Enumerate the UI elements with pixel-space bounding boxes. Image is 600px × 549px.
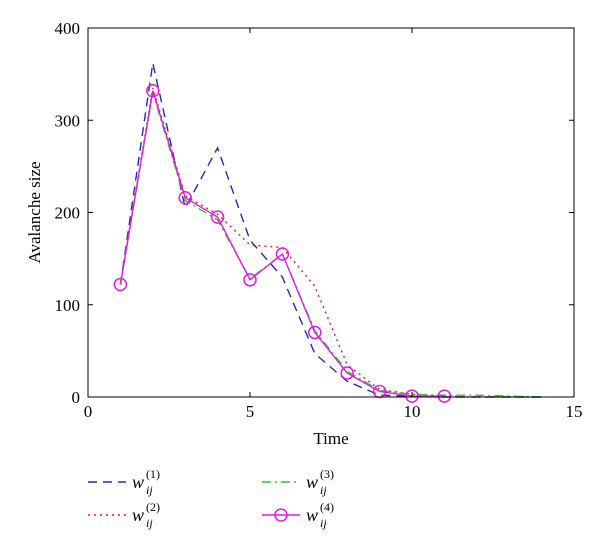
y-axis-label: Avalanche size (25, 161, 44, 263)
series-4-point (210, 210, 225, 224)
series-4-point (308, 325, 322, 340)
y-tick-label: 200 (55, 204, 81, 223)
series-line-4 (119, 90, 445, 397)
legend: w (1)ijw (2)ijw (3)ijw (4)ij (88, 467, 334, 530)
y-tick-label: 400 (55, 19, 81, 38)
legend-label-sup-4: (4) (320, 500, 334, 514)
y-tick-label: 0 (72, 388, 81, 407)
legend-label-sup-2: (2) (146, 500, 160, 514)
plot-frame (87, 27, 575, 398)
y-tick-label: 300 (55, 111, 81, 130)
series-4-point (437, 389, 452, 403)
legend-label-3: w (306, 472, 318, 492)
legend-item-2: w (2) ij (88, 500, 160, 530)
series-4-point (243, 273, 257, 287)
x-tick-label: 0 (84, 402, 93, 421)
legend-item-3: w (3) ij (262, 467, 334, 497)
legend-marker-4 (274, 508, 288, 522)
legend-label-sup-3: (3) (320, 467, 334, 481)
x-tick-label: 10 (404, 402, 421, 421)
legend-label-1: w (132, 472, 144, 492)
legend-label-sub-4: ij (320, 516, 327, 530)
x-tick-label: 5 (246, 402, 255, 421)
series-line-3 (119, 92, 542, 398)
axes: 0 5 10 15 0 100 200 300 400 (55, 19, 583, 421)
legend-label-sub-1: ij (146, 483, 153, 497)
series-4-point (146, 83, 160, 98)
series-4-point (275, 247, 290, 261)
x-tick-label: 15 (566, 402, 583, 421)
legend-label-sub-2: ij (146, 516, 153, 530)
series-4-point (405, 389, 419, 403)
y-tick-label: 100 (55, 296, 81, 315)
series-line-2 (119, 87, 542, 398)
legend-item-1: w (1) ij (88, 467, 160, 497)
series-4-point (340, 366, 354, 380)
plot-area (113, 62, 542, 403)
legend-label-4: w (306, 505, 318, 525)
series-4-point (178, 190, 192, 205)
legend-label-2: w (132, 505, 144, 525)
legend-item-4: w (4) ij (262, 500, 334, 530)
legend-label-sup-1: (1) (146, 467, 160, 481)
x-axis-label: Time (313, 429, 348, 448)
series-4-point (113, 277, 128, 292)
legend-label-sub-3: ij (320, 483, 327, 497)
series-line-1 (119, 62, 542, 398)
